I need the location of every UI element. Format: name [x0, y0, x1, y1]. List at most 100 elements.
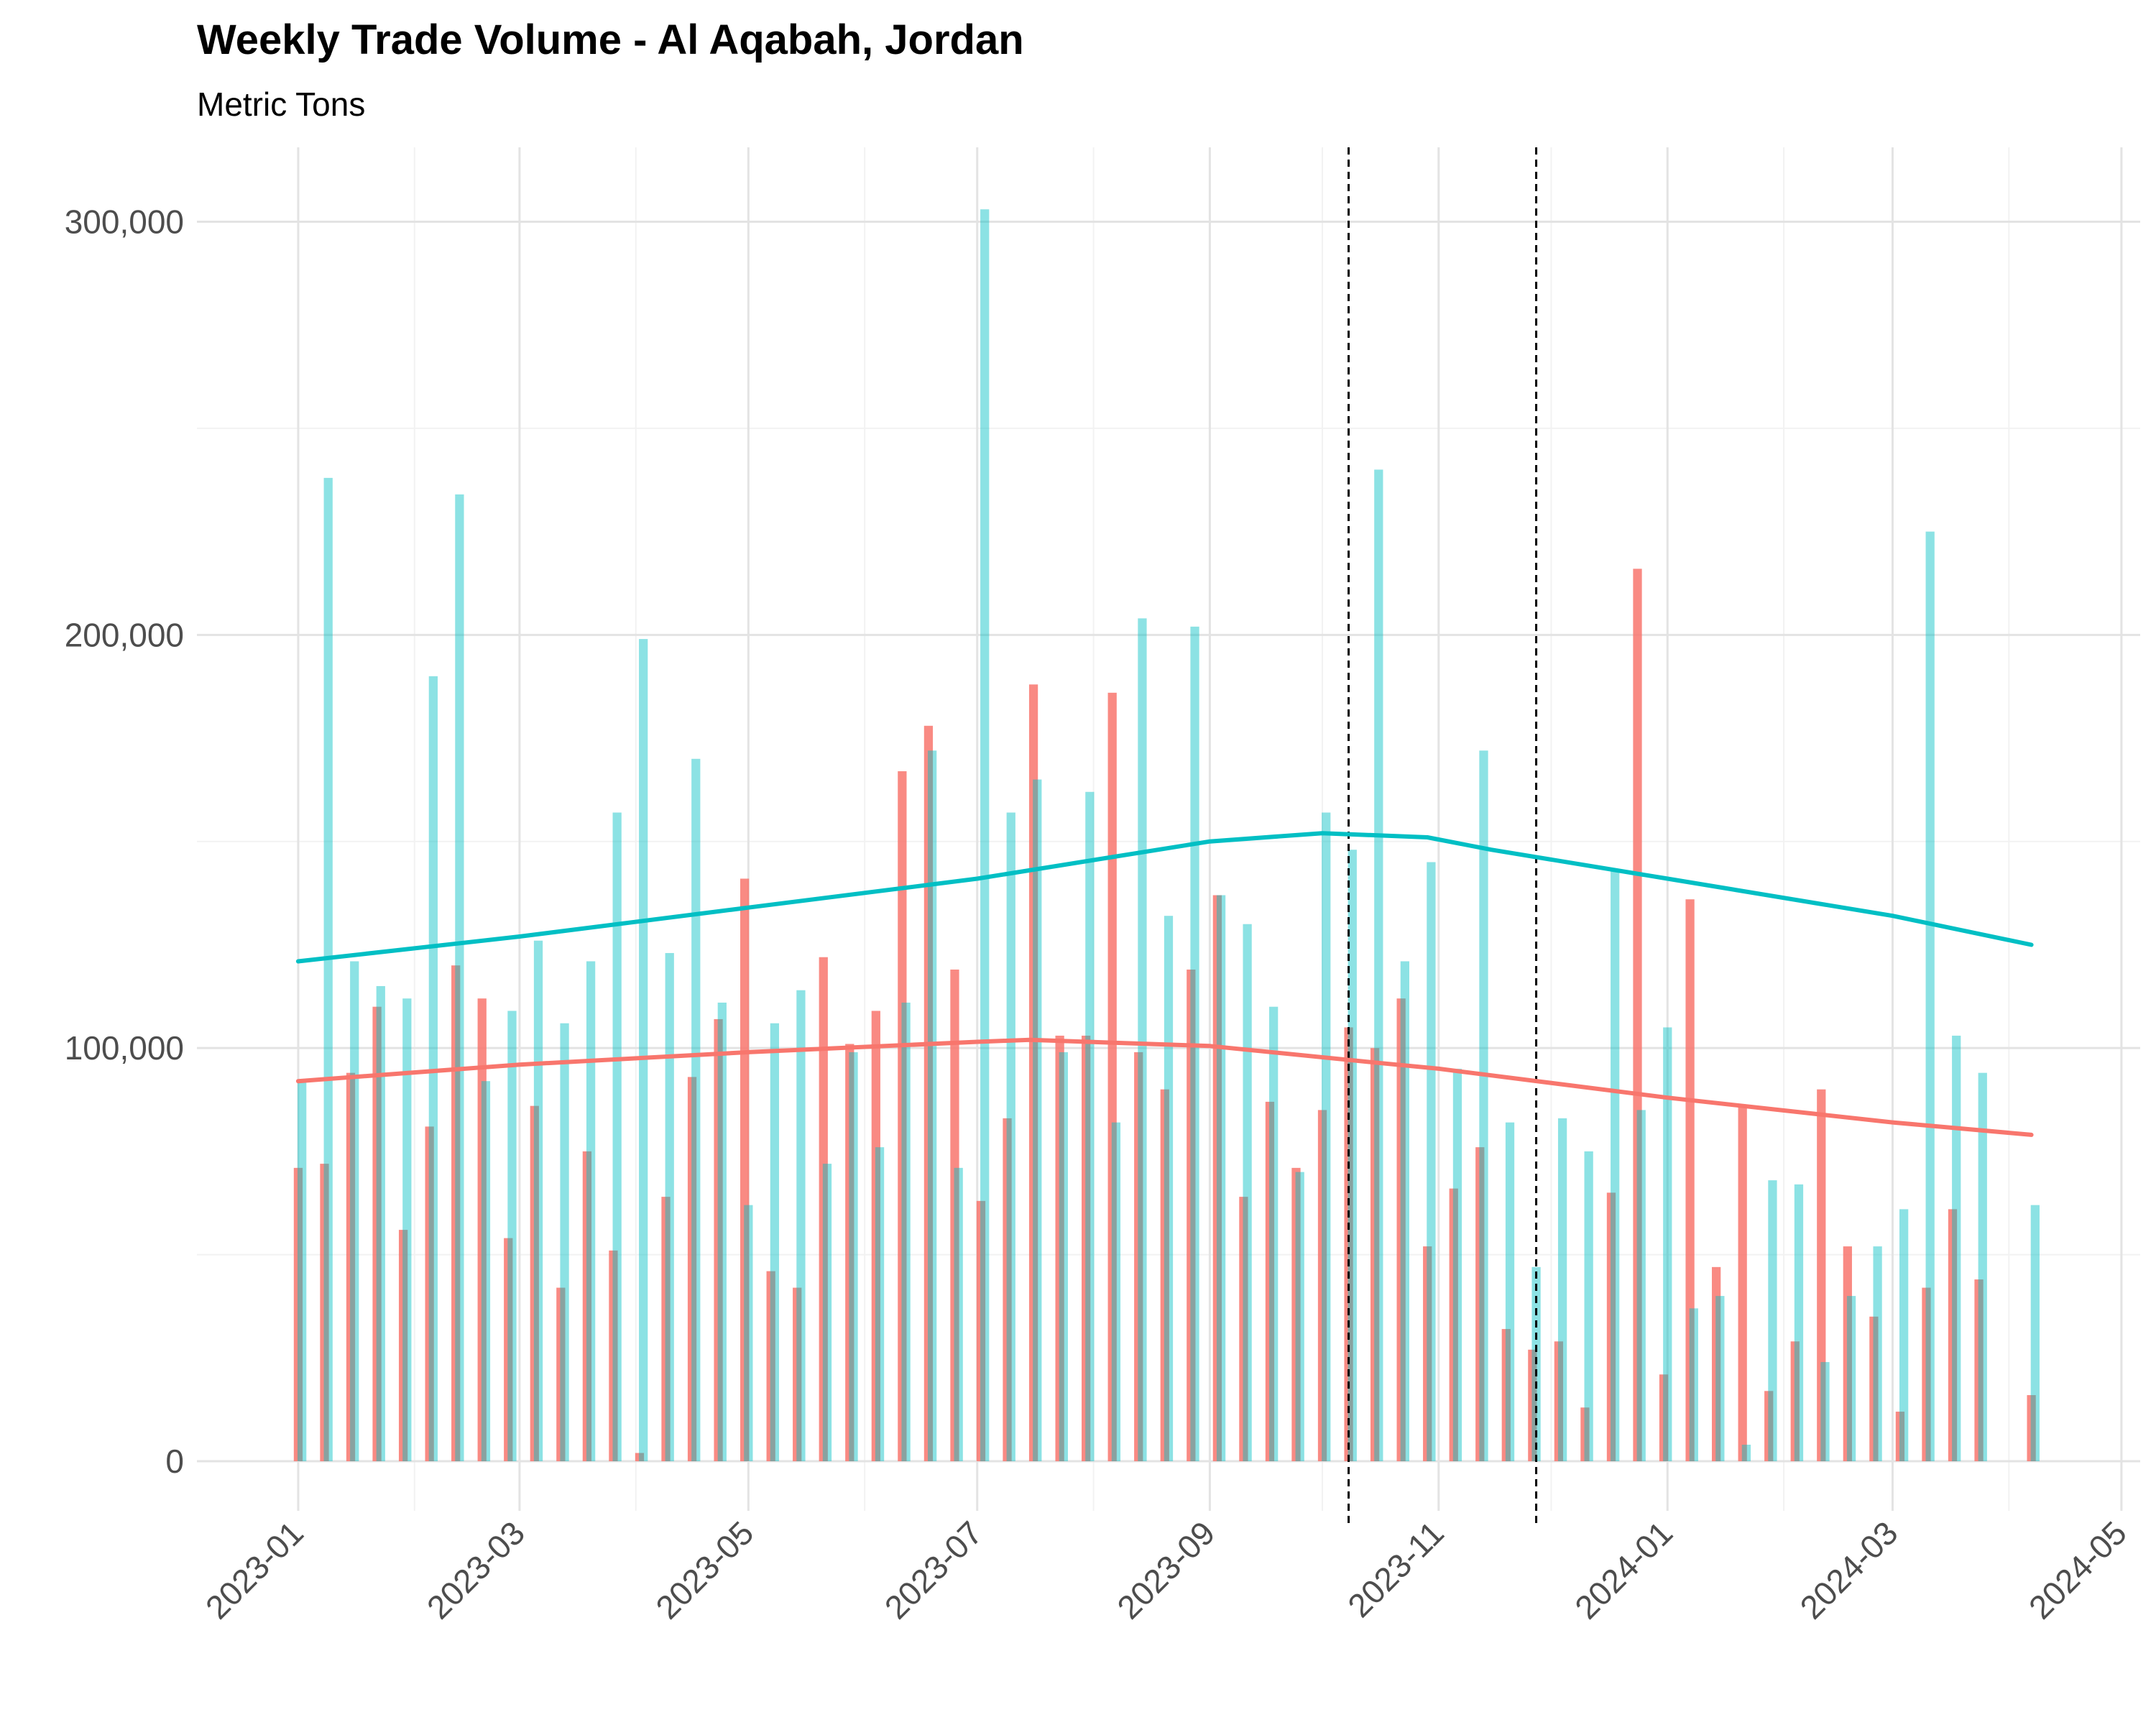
- bar-series-1: [1501, 1329, 1511, 1462]
- bar-series-2: [901, 1002, 911, 1462]
- bar-series-1: [1187, 969, 1196, 1462]
- bar-series-1: [1764, 1391, 1774, 1462]
- bar-series-2: [1400, 961, 1409, 1462]
- bar-series-1: [766, 1271, 775, 1462]
- bar-series-1: [1528, 1349, 1537, 1462]
- bar-series-2: [481, 1081, 491, 1462]
- bar-series-1: [1790, 1341, 1800, 1462]
- bar-series-2: [744, 1205, 753, 1462]
- bar-series-1: [950, 969, 959, 1462]
- x-tick-label: 2024-01: [1567, 1514, 1680, 1626]
- bar-series-2: [1636, 1110, 1646, 1462]
- bar-series-2: [1557, 1118, 1567, 1462]
- bar-series-2: [1952, 1035, 1961, 1462]
- bar-series-1: [1344, 1027, 1353, 1462]
- bar-series-2: [1111, 1122, 1121, 1462]
- bar-series-1: [1948, 1209, 1958, 1462]
- bar-series-1: [1475, 1147, 1485, 1462]
- x-tick-label: 2023-09: [1110, 1514, 1222, 1626]
- bar-series-1: [451, 965, 461, 1462]
- bar-series-2: [1164, 916, 1174, 1462]
- chart-subtitle: Metric Tons: [197, 86, 366, 123]
- bar-series-2: [1794, 1184, 1804, 1462]
- bar-series-1: [1082, 1035, 1091, 1462]
- bar-series-2: [849, 1052, 858, 1462]
- bar-series-1: [398, 1230, 408, 1462]
- bar-series-1: [1160, 1089, 1169, 1462]
- bar-series-1: [320, 1164, 329, 1462]
- bar-series-2: [1479, 750, 1488, 1462]
- bar-series-1: [609, 1250, 618, 1462]
- bar-series-2: [586, 961, 596, 1462]
- bar-series-2: [1820, 1362, 1830, 1462]
- bar-series-1: [425, 1126, 434, 1462]
- bar-series-2: [1768, 1180, 1777, 1462]
- y-tick-label: 200,000: [65, 616, 184, 653]
- bar-series-1: [2027, 1395, 2036, 1462]
- bar-series-1: [1922, 1287, 1931, 1462]
- bar-series-2: [980, 209, 990, 1462]
- bar-series-2: [402, 998, 412, 1462]
- bar-series-1: [661, 1197, 671, 1462]
- bar-series-2: [1085, 791, 1095, 1462]
- bar-series-1: [976, 1200, 986, 1462]
- bar-series-2: [1741, 1445, 1751, 1462]
- bar-series-2: [928, 750, 937, 1462]
- bar-series-1: [1606, 1192, 1616, 1462]
- bar-series-1: [1265, 1101, 1275, 1462]
- bar-series-1: [714, 1018, 723, 1462]
- bar-series-2: [507, 1011, 517, 1462]
- bar-series-2: [533, 940, 543, 1462]
- bar-series-1: [1396, 998, 1406, 1462]
- bar-series-1: [1817, 1089, 1826, 1462]
- bar-series-1: [346, 1072, 356, 1462]
- chart-title: Weekly Trade Volume - Al Aqabah, Jordan: [197, 17, 1024, 63]
- x-tick-label: 2023-01: [198, 1514, 310, 1626]
- bar-series-1: [582, 1151, 592, 1462]
- bar-series-2: [1611, 870, 1620, 1462]
- bar-series-2: [350, 961, 359, 1462]
- bar-series-2: [770, 1023, 780, 1462]
- bar-series-2: [1427, 862, 1436, 1462]
- bar-series-1: [1291, 1167, 1301, 1462]
- bar-series-2: [1006, 812, 1015, 1462]
- bar-series-1: [1003, 1118, 1012, 1462]
- bar-series-1: [293, 1167, 303, 1462]
- x-tick-label: 2023-11: [1340, 1514, 1451, 1624]
- bar-series-1: [1423, 1246, 1432, 1462]
- bar-series-1: [793, 1287, 802, 1462]
- bar-series-2: [2030, 1205, 2040, 1462]
- bar-series-2: [1873, 1246, 1882, 1462]
- bar-series-2: [1269, 1006, 1279, 1462]
- bar-series-2: [560, 1023, 569, 1462]
- bar-series-2: [665, 952, 674, 1462]
- trend-line-series-1: [295, 1037, 2034, 1137]
- x-tick-label: 2024-05: [2022, 1514, 2134, 1626]
- bar-series-2: [1322, 812, 1331, 1462]
- bar-series-1: [923, 725, 934, 1462]
- bar-series-1: [1212, 895, 1222, 1462]
- bar-series-1: [819, 957, 828, 1462]
- bar-series-1: [845, 1044, 854, 1462]
- bar-series-2: [455, 494, 464, 1462]
- bar-series-2: [1584, 1151, 1593, 1462]
- bar-series-1: [1738, 1105, 1747, 1462]
- bar-series-1: [1449, 1188, 1458, 1462]
- bar-series-1: [1580, 1407, 1590, 1462]
- bar-series-1: [1107, 692, 1117, 1462]
- bar-series-2: [428, 676, 438, 1462]
- bar-series-2: [376, 985, 385, 1462]
- bar-series-1: [740, 878, 750, 1462]
- bar-series-2: [1033, 779, 1042, 1462]
- bar-series-1: [1685, 899, 1695, 1462]
- x-tick-label: 2023-05: [648, 1514, 760, 1626]
- bar-series-1: [1370, 1048, 1380, 1462]
- bar-series-2: [875, 1147, 885, 1462]
- bar-series-2: [1899, 1209, 1909, 1462]
- bar-series-1: [687, 1077, 697, 1462]
- bar-series-1: [372, 1006, 382, 1462]
- bar-series-2: [796, 990, 806, 1462]
- bar-series-2: [1925, 531, 1935, 1462]
- bar-series-1: [1055, 1035, 1064, 1462]
